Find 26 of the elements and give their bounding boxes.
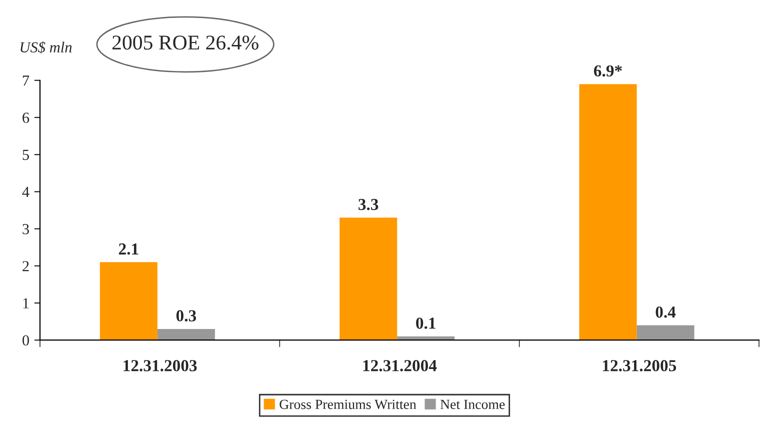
bar (636, 325, 694, 340)
y-tick-label: 3 (22, 224, 29, 234)
y-tick-label: 2 (22, 261, 29, 272)
legend-label: Gross Premiums Written (280, 400, 416, 410)
x-tick-label: 12.31.2003 (124, 360, 197, 372)
data-label: 3.3 (358, 198, 378, 210)
data-label: 2.1 (118, 243, 138, 255)
x-tick-label: 12.31.2004 (363, 360, 437, 372)
data-label: 0.4 (656, 306, 676, 318)
bar (579, 84, 637, 340)
y-tick-label: 0 (22, 335, 29, 346)
x-tick-label: 12.31.2005 (603, 360, 676, 372)
bar (100, 262, 158, 340)
legend-label: Net Income (440, 400, 505, 410)
bar (157, 328, 215, 340)
data-label: 6.9* (594, 65, 622, 77)
data-label: 0.3 (176, 310, 196, 322)
bar (340, 218, 398, 340)
y-tick-label: 4 (22, 186, 30, 197)
y-tick-label: 7 (22, 76, 30, 86)
y-tick-label: 5 (22, 150, 29, 160)
y-axis-title: US$ mln (20, 41, 72, 54)
y-tick-label: 6 (22, 112, 30, 123)
data-label: 0.1 (416, 318, 436, 329)
text: 2005 ROE 26.4% (112, 36, 258, 50)
y-tick-label: 1 (23, 298, 29, 308)
